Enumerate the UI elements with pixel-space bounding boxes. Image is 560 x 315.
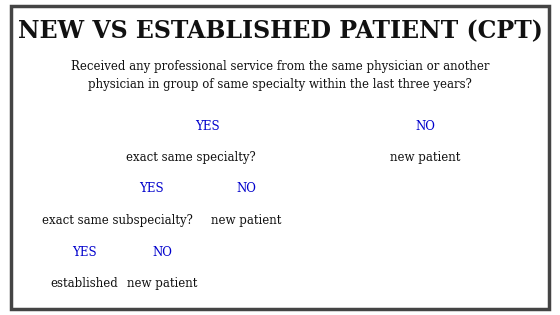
Text: Received any professional service from the same physician or another
physician i: Received any professional service from t… (71, 60, 489, 91)
Text: YES: YES (139, 182, 164, 196)
Text: new patient: new patient (211, 214, 282, 227)
Text: NO: NO (416, 119, 436, 133)
Text: NEW VS ESTABLISHED PATIENT (CPT): NEW VS ESTABLISHED PATIENT (CPT) (17, 20, 543, 43)
Text: NO: NO (236, 182, 256, 196)
Text: established: established (50, 277, 118, 290)
Text: new patient: new patient (390, 151, 461, 164)
Text: NO: NO (152, 245, 172, 259)
Text: exact same specialty?: exact same specialty? (125, 151, 255, 164)
Text: YES: YES (72, 245, 96, 259)
Text: exact same subspecialty?: exact same subspecialty? (42, 214, 193, 227)
Text: new patient: new patient (127, 277, 198, 290)
Text: YES: YES (195, 119, 220, 133)
